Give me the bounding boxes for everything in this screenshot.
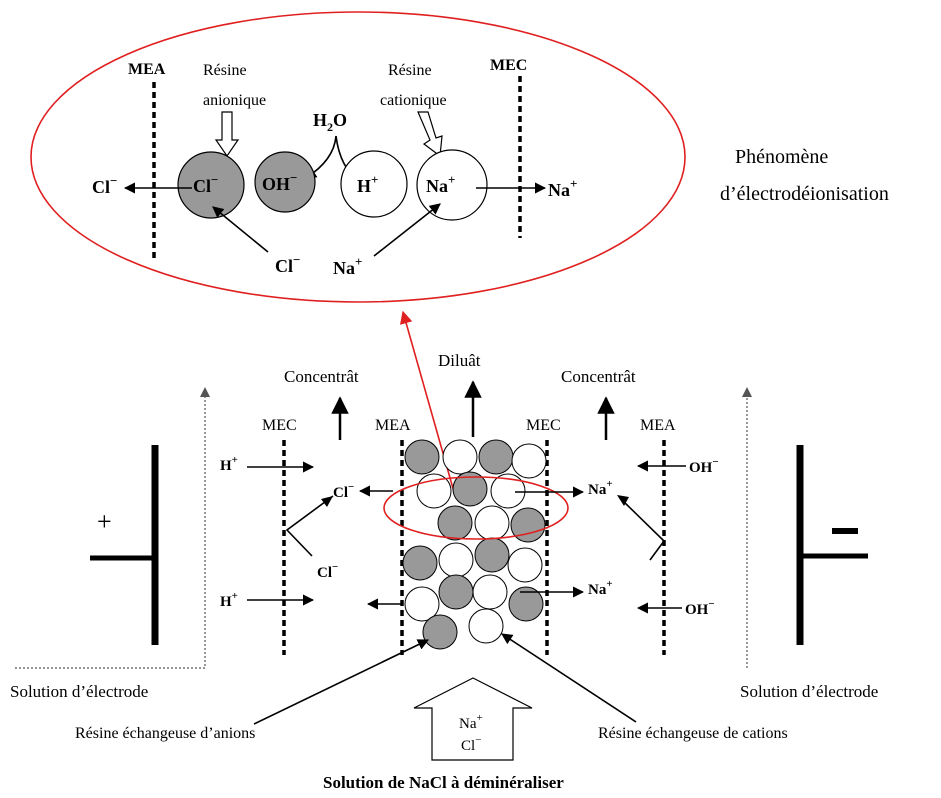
- cathode-sign: [832, 528, 858, 534]
- resin-cation-label-2: cationique: [380, 92, 447, 109]
- oh-label-bottom: OH−: [685, 598, 715, 618]
- anion-bead: [404, 439, 440, 475]
- cl-in-label: Cl−: [275, 252, 300, 276]
- cation-resin-pointer: [501, 633, 637, 723]
- anion-resin-bead-oh: [254, 151, 316, 213]
- na-junction-right: [621, 499, 666, 561]
- inlet-cl-label: Cl−: [461, 734, 481, 754]
- anion-bead: [402, 545, 438, 581]
- cation-bead: [404, 586, 440, 622]
- cl-junction-left: [285, 495, 334, 557]
- electrode-solution-left: Solution d’électrode: [10, 682, 148, 701]
- cation-bead: [490, 473, 526, 509]
- mec-right-label: MEC: [526, 417, 561, 434]
- anion-resin-label: Résine échangeuse d’anions: [75, 725, 255, 742]
- cation-resin-bead-na: [416, 149, 488, 221]
- na-label-top: Na+: [588, 478, 613, 498]
- na-label-bottom: Na+: [588, 578, 613, 598]
- anion-bead: [452, 471, 488, 507]
- electrode-solution-path-left: [15, 395, 206, 669]
- h-in-label-bottom: H+: [220, 590, 238, 610]
- na-in-arrow: [373, 203, 441, 257]
- resin-cation-label-1: Résine: [388, 62, 432, 79]
- anion-bead: [474, 537, 510, 573]
- anode: +: [90, 445, 159, 645]
- zoom-mec-label: MEC: [490, 57, 527, 74]
- highlight-ellipse: [383, 476, 569, 540]
- anion-bead: [438, 574, 474, 610]
- cation-bead: [507, 547, 543, 583]
- mea-left-label: MEA: [375, 417, 411, 434]
- na-out-label: Na+: [548, 176, 577, 200]
- feed-label: Solution de NaCl à déminéraliser: [323, 773, 564, 792]
- inlet-na-label: Na+: [459, 712, 483, 732]
- water-label: H2O: [313, 110, 347, 134]
- cation-resin-bead-h: [340, 150, 408, 218]
- mec-left-label: MEC: [262, 417, 297, 434]
- anion-bead: [510, 507, 546, 543]
- inlet-arrow-icon: [413, 677, 533, 761]
- hollow-arrow-cation-icon: [417, 111, 443, 158]
- zoom-mea-label: MEA: [128, 61, 166, 78]
- phenomenon-label-1: Phénomène: [735, 146, 828, 168]
- anode-sign: +: [97, 507, 112, 536]
- anion-bead: [422, 614, 458, 650]
- bead-oh-label: OH−: [262, 170, 297, 194]
- cation-bead: [438, 542, 474, 578]
- zoom-view: MEA MEC Résine anionique Résine cationiq…: [30, 11, 686, 303]
- resin-anion-label-1: Résine: [203, 62, 247, 79]
- cl-out-label: Cl−: [92, 173, 117, 197]
- cl-label-bottom: Cl−: [317, 561, 338, 581]
- zoom-ellipse: [30, 11, 686, 303]
- cathode: [796, 445, 868, 645]
- mea-right-label: MEA: [640, 417, 676, 434]
- anion-bead: [437, 505, 473, 541]
- anion-bead: [478, 439, 514, 475]
- cation-bead: [442, 439, 478, 475]
- bead-na-label: Na+: [426, 172, 455, 196]
- phenomenon-label-2: d’électrodéionisation: [720, 183, 889, 205]
- anion-resin-pointer: [253, 639, 430, 725]
- cation-bead: [474, 505, 510, 541]
- oh-label-top: OH−: [689, 456, 719, 476]
- diluate-label: Diluât: [438, 351, 481, 370]
- cation-resin-label: Résine échangeuse de cations: [598, 725, 788, 742]
- anion-resin-bead-cl: [177, 151, 245, 219]
- h-in-label-top: H+: [220, 454, 238, 474]
- na-in-label: Na+: [333, 254, 362, 278]
- bead-cl-label: Cl−: [193, 172, 218, 196]
- cl-in-arrow: [212, 206, 269, 253]
- bead-h-label: H+: [357, 172, 378, 196]
- edi-cell: + Solution d’électrode Solution d’électr…: [10, 351, 878, 792]
- anion-bead: [508, 586, 544, 622]
- resin-bed: [402, 439, 547, 650]
- cation-bead: [472, 574, 508, 610]
- hollow-arrow-anion-icon: [214, 111, 240, 158]
- concentrate-right-label: Concentrât: [561, 367, 636, 386]
- cl-label-top: Cl−: [333, 481, 354, 501]
- cation-bead: [511, 443, 547, 479]
- cation-bead: [468, 608, 504, 644]
- resin-anion-label-2: anionique: [203, 92, 266, 109]
- electrode-solution-right: Solution d’électrode: [740, 682, 878, 701]
- concentrate-left-label: Concentrât: [284, 367, 359, 386]
